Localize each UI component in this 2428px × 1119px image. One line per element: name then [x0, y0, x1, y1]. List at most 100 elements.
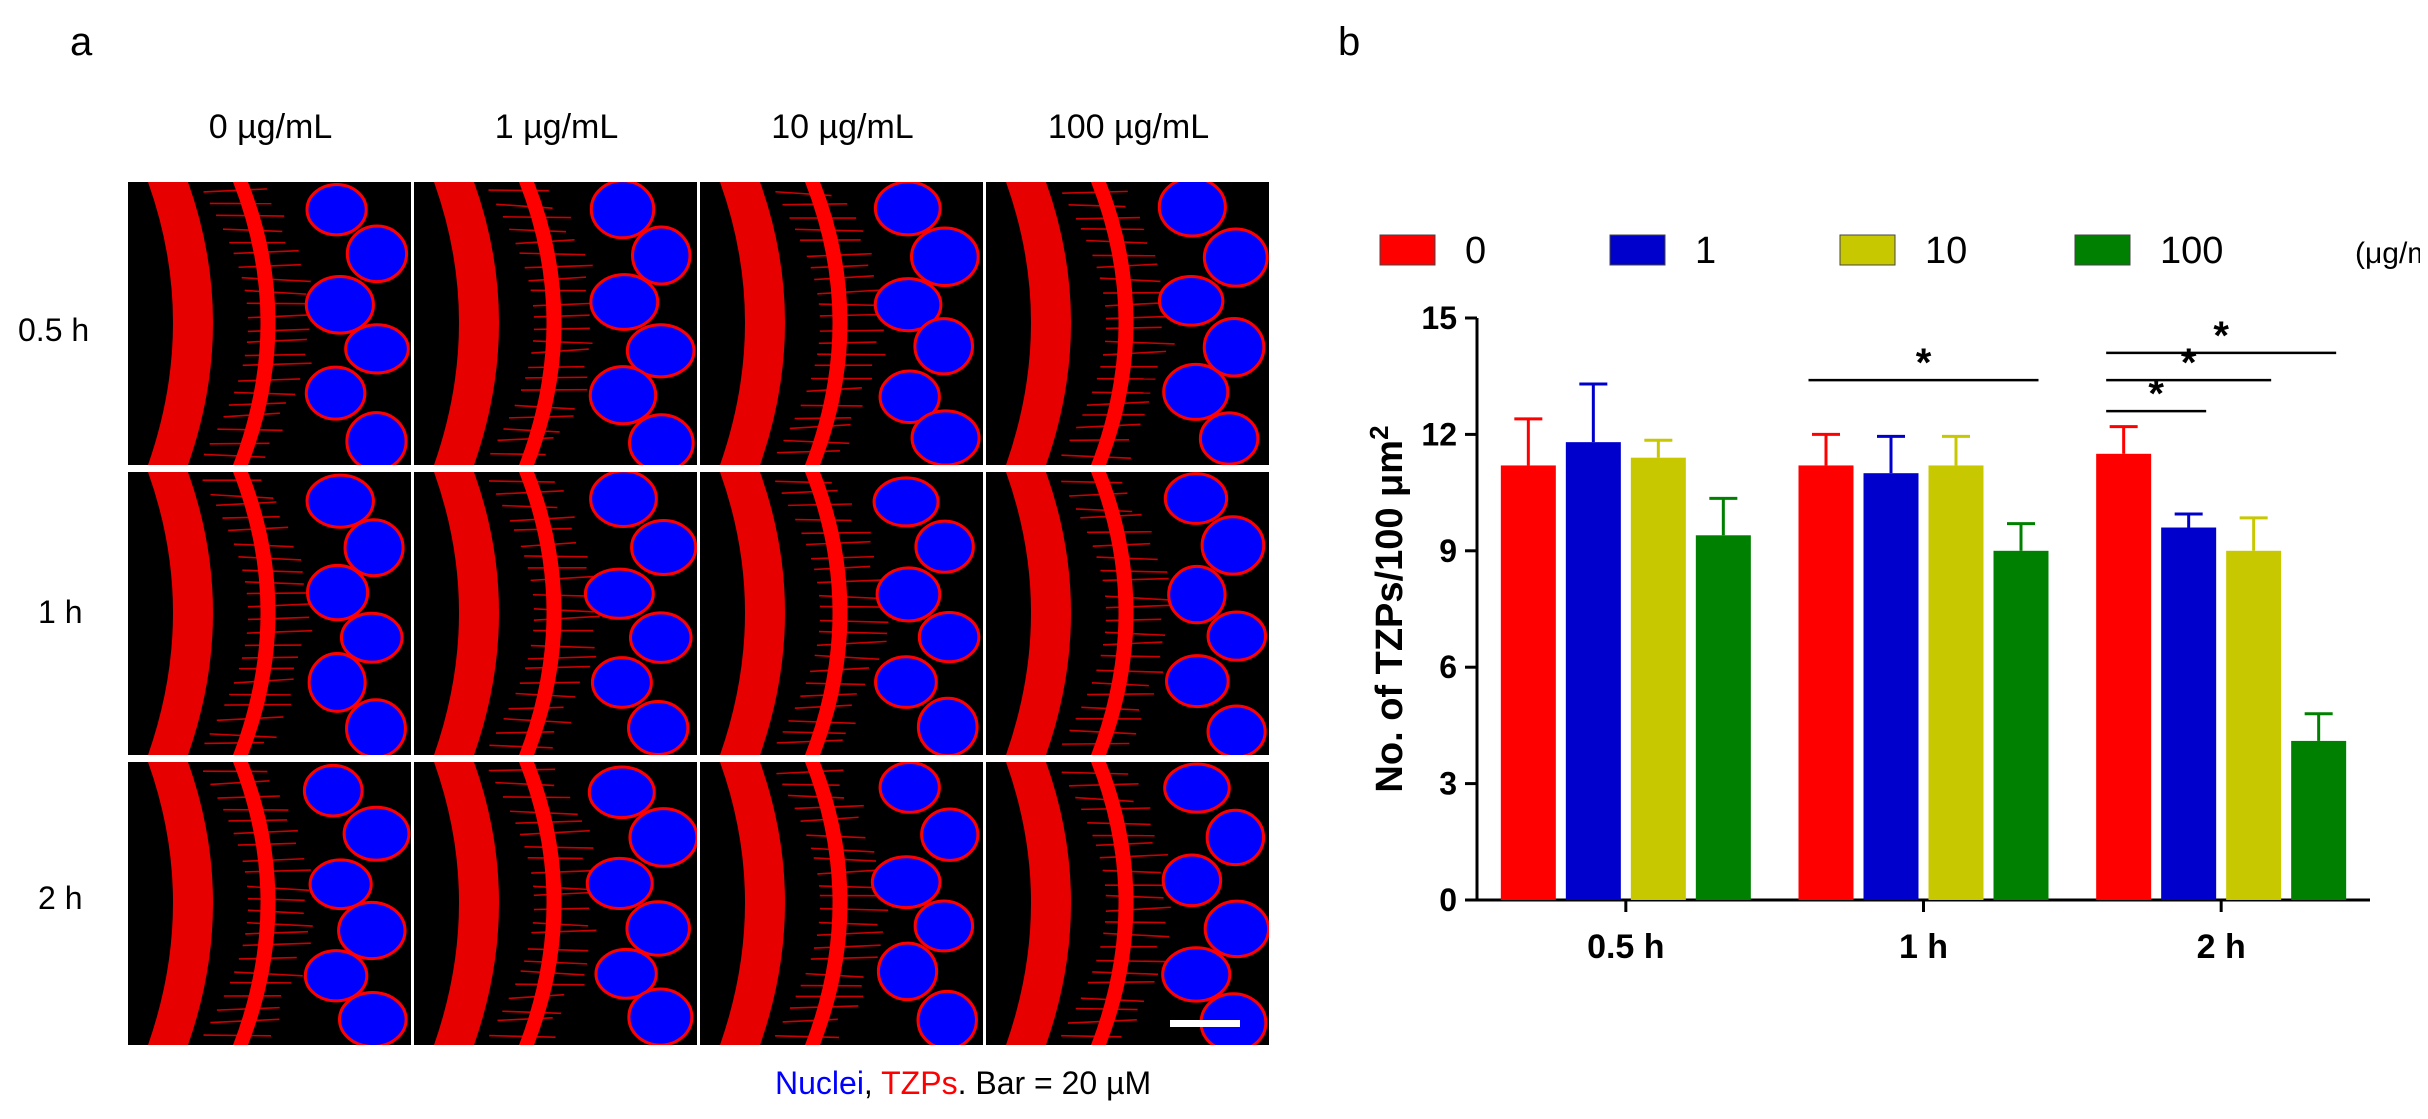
membrane-band: [805, 182, 848, 465]
tzp-filament: [775, 480, 832, 484]
tzp-filament: [204, 741, 264, 745]
nucleus: [878, 762, 941, 814]
bar-0-2 h: [2096, 453, 2152, 900]
tzp-filament: [1103, 932, 1169, 938]
tzp-filament: [520, 829, 590, 836]
tzp-filament: [520, 541, 577, 548]
legend-label-0: 0: [1465, 230, 1486, 272]
legend-swatch-100: [2074, 234, 2131, 266]
tzp-filament: [489, 1034, 556, 1038]
tzp-filament: [1061, 454, 1131, 459]
micrograph-image: [434, 472, 697, 755]
nucleus: [585, 856, 654, 911]
caption-tzps: TZPs: [881, 1065, 958, 1101]
tzp-filament: [514, 404, 575, 410]
tzp-filament: [1061, 771, 1129, 775]
tzp-filament: [223, 412, 280, 418]
micrograph-image: [434, 182, 696, 465]
bar-0-1 h: [1798, 465, 1854, 900]
nucleus: [589, 182, 656, 240]
tzp-filament: [1104, 631, 1166, 637]
y-axis-label: No. of TZPs/100 μm2: [1364, 425, 1411, 792]
tzp-filament: [246, 921, 313, 927]
caption-separator: ,: [863, 1065, 882, 1101]
tzp-filament: [203, 1034, 272, 1037]
tzp-filament: [497, 1016, 553, 1022]
tzp-filament: [775, 190, 832, 197]
micrograph-image: [720, 472, 981, 755]
nucleus: [304, 365, 367, 421]
micrograph-image: [148, 472, 407, 755]
tzp-filament: [525, 665, 591, 670]
tzp-filament: [496, 731, 555, 734]
tzp-filament: [819, 313, 886, 317]
tzp-filament: [776, 769, 844, 775]
nucleus: [910, 409, 981, 465]
tzp-filament: [246, 338, 307, 343]
tzp-filament: [533, 615, 600, 621]
tzp-filament: [488, 768, 556, 772]
column-label-2: 10 µg/mL: [771, 108, 914, 146]
micrograph-cell: [128, 472, 411, 755]
tzp-filament: [1075, 508, 1133, 513]
tzp-filament: [1105, 894, 1164, 899]
micrograph-caption: Nuclei, TZPs. Bar = 20 µM: [775, 1065, 1151, 1102]
tzp-filament: [502, 796, 571, 799]
nucleus: [304, 275, 375, 335]
nucleus: [308, 858, 373, 911]
tzp-filament: [1080, 997, 1145, 1003]
tzp-filament: [794, 417, 852, 420]
nucleus: [587, 765, 656, 820]
tzp-filament: [810, 555, 875, 560]
tzp-filament: [242, 362, 312, 367]
nucleus: [1202, 316, 1266, 378]
tzp-filament: [531, 869, 596, 874]
nucleus: [1161, 946, 1232, 1003]
tzp-filament: [247, 328, 310, 333]
tzp-filament: [806, 834, 866, 839]
tzp-filament: [524, 555, 588, 558]
tzp-filament: [228, 819, 288, 822]
y-axis-label-text: No. of TZPs/100 μm: [1369, 440, 1411, 793]
y-tick-label: 9: [1439, 533, 1457, 569]
bar-chart-svg: 0 1 10 100 (μg/mL) 0 3 6 9 12 15 No. of TZPs/100 μm…: [1364, 230, 2428, 966]
tzp-filament: [1105, 301, 1167, 307]
tzp-filament: [1092, 971, 1159, 976]
tzp-filament: [533, 314, 590, 318]
micrograph-image: [1006, 182, 1269, 465]
tzp-filament: [216, 716, 284, 722]
tzp-filament: [818, 630, 888, 635]
caption-nuclei: Nuclei: [775, 1065, 864, 1101]
tzp-filament: [800, 816, 859, 822]
tzp-filament: [525, 376, 588, 379]
tzp-filament: [813, 944, 881, 949]
micrograph-cell: [128, 762, 411, 1045]
tzp-filament: [210, 493, 274, 499]
tzp-filament: [789, 423, 851, 430]
tzp-filament: [1102, 577, 1169, 582]
y-tick-label: 12: [1421, 416, 1457, 452]
zona-band: [434, 182, 499, 465]
tzp-filament: [242, 942, 311, 947]
tzp-filament: [242, 656, 299, 659]
tzp-filament: [244, 353, 306, 357]
tzp-filament: [806, 387, 862, 393]
nucleus: [1167, 564, 1227, 625]
micrograph-image: [1006, 762, 1269, 1045]
tzp-filament: [810, 264, 869, 269]
tzp-filament: [244, 289, 307, 295]
nucleus: [1161, 853, 1223, 908]
tzp-filament: [514, 527, 572, 531]
tzp-filament: [795, 518, 852, 522]
tzp-filament: [1105, 618, 1162, 622]
tzp-filament: [508, 415, 574, 419]
tzp-filament: [524, 960, 588, 965]
tzp-filament: [805, 682, 865, 686]
bar-10-1 h: [1928, 465, 1984, 900]
micrograph-cell: [700, 762, 983, 1045]
tzp-filament: [1062, 190, 1128, 194]
tzp-filament: [527, 856, 583, 860]
tzp-filament: [782, 203, 848, 206]
tzp-filament: [810, 847, 875, 853]
tzp-filament: [1096, 959, 1166, 963]
